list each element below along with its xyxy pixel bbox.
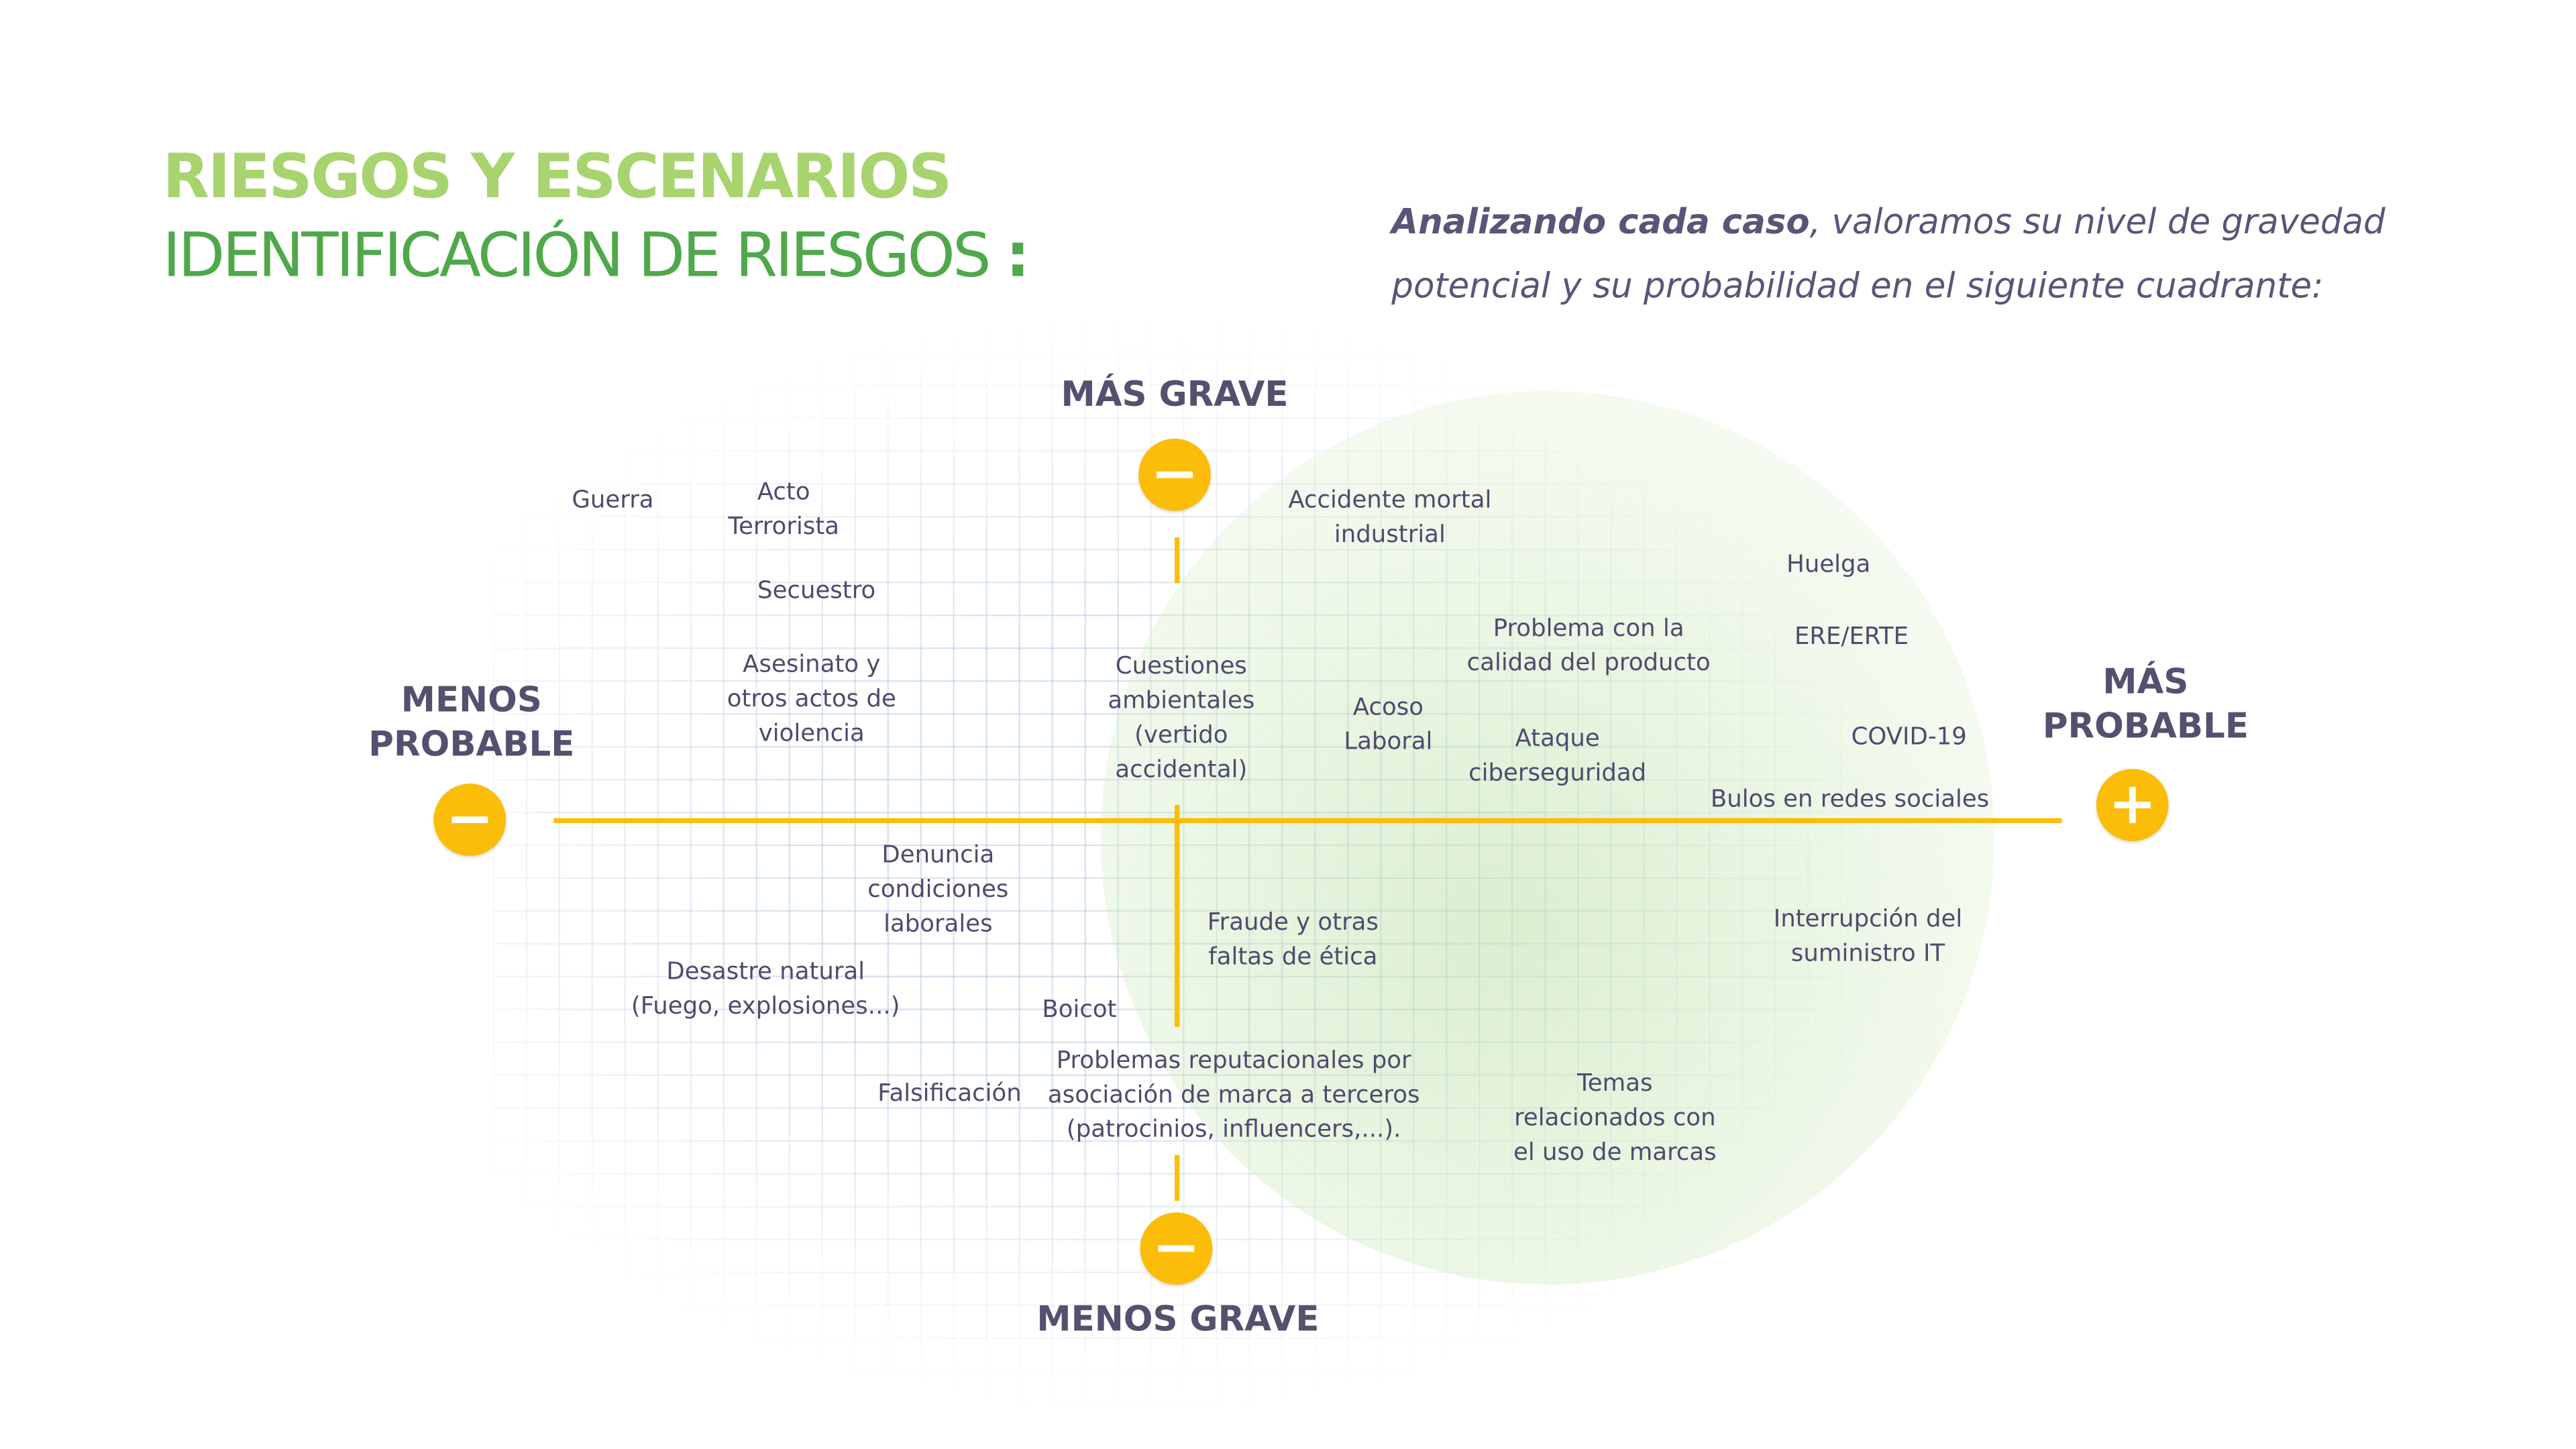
title-text: IDENTIFICACIÓN DE RIESGOS <box>162 220 991 291</box>
minus-icon <box>1138 438 1211 511</box>
probability-axis <box>553 818 2062 823</box>
risk-item: COVID-19 <box>1851 724 1967 751</box>
title-identificacion: IDENTIFICACIÓN DE RIESGOS : <box>162 220 1030 291</box>
risk-item: Temas relacionados con el uso de marcas <box>1513 1071 1717 1167</box>
title-colon: : <box>1006 220 1030 291</box>
label-menos-grave: MENOS GRAVE <box>1036 1299 1320 1339</box>
label-menos-probable: MENOS PROBABLE <box>368 680 575 764</box>
intro-text: Analizando cada caso, valoramos su nivel… <box>1391 191 2443 319</box>
plus-icon <box>2096 769 2169 841</box>
risk-item: Accidente mortal industrial <box>1288 488 1492 549</box>
risk-item: Acto Terrorista <box>728 480 840 541</box>
label-mas-grave: MÁS GRAVE <box>1061 374 1289 415</box>
risk-item: Desastre natural (Fuego, explosiones...) <box>631 959 900 1020</box>
label-mas-probable: MÁS PROBABLE <box>2042 661 2249 746</box>
highlight-circle <box>1100 390 1995 1285</box>
risk-item: Denuncia condiciones laborales <box>867 843 1009 938</box>
risk-item: ERE/ERTE <box>1794 624 1909 651</box>
risk-item: Problemas reputacionales por asociación … <box>1047 1048 1420 1144</box>
title-riesgos-escenarios: RIESGOS Y ESCENARIOS <box>162 141 952 212</box>
risk-item: Acoso Laboral <box>1344 694 1433 756</box>
intro-rest: , valoramos su nivel de gravedad potenci… <box>1391 202 2385 306</box>
risk-item: Ataque ciberseguridad <box>1468 726 1647 788</box>
risk-item: Huelga <box>1786 551 1871 579</box>
minus-icon <box>1140 1212 1213 1285</box>
risk-item: Falsificación <box>877 1081 1022 1108</box>
risk-item: Fraude y otras faltas de ética <box>1207 910 1379 971</box>
intro-bold: Analizando cada caso <box>1391 202 1810 242</box>
risk-item: Problema con la calidad del producto <box>1466 616 1711 677</box>
risk-item: Boicot <box>1042 997 1117 1024</box>
severity-axis-segment <box>1175 1155 1180 1201</box>
risk-item: Bulos en redes sociales <box>1710 787 1990 814</box>
minus-icon <box>433 784 506 856</box>
risk-item: Guerra <box>572 488 654 515</box>
risk-item: Secuestro <box>757 578 876 605</box>
risk-item: Interrupción del suministro IT <box>1773 906 1963 968</box>
severity-axis-segment <box>1175 537 1180 584</box>
risk-item: Cuestiones ambientales (vertido accident… <box>1108 653 1255 784</box>
severity-axis-segment <box>1175 805 1180 1027</box>
risk-item: Asesinato y otros actos de violencia <box>727 652 896 748</box>
